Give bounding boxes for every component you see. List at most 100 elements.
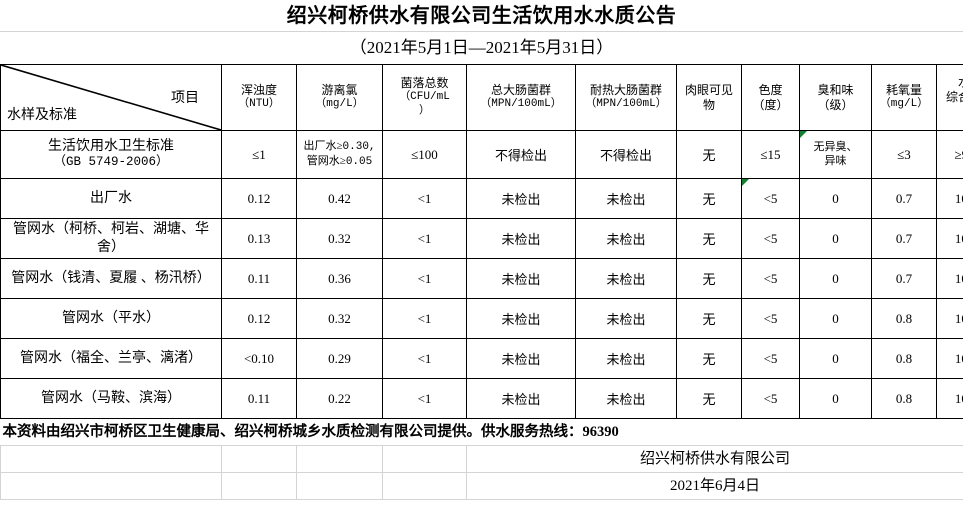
- column-header-name: 浑浊度: [240, 83, 277, 98]
- cell-total-coliform: 未检出: [466, 178, 576, 219]
- cell-turbidity: 0.12: [221, 178, 297, 219]
- column-header-name: 臭和味: [817, 82, 854, 97]
- table-row: 出厂水 0.12 0.42 <1 未检出 未检出 无 <5 0 0.7 100%: [0, 178, 963, 219]
- footer-date-row: 2021年6月4日: [0, 472, 963, 500]
- column-header-unit: （mg/L）: [315, 98, 364, 111]
- cell-overall-pass-rate: 100%: [936, 258, 963, 299]
- table-row: 管网水（平水） 0.12 0.32 <1 未检出 未检出 无 <5 0 0.8 …: [0, 298, 963, 339]
- cell-overall-pass-rate: 100%: [936, 218, 963, 259]
- page-title: 绍兴柯桥供水有限公司生活饮用水水质公告: [0, 0, 963, 32]
- error-flag-icon: [742, 179, 749, 186]
- cell-turbidity: <0.10: [221, 338, 297, 379]
- column-header-unit: 物: [702, 97, 715, 112]
- cell-overall-pass-rate: 100%: [936, 338, 963, 379]
- row-label-sub: （GB 5749-2006）: [53, 155, 169, 170]
- column-header-unit: （MPN/100mL）: [585, 98, 667, 111]
- cell-line-2: 异味: [824, 154, 847, 167]
- column-header-name: 水质: [939, 75, 963, 90]
- cell-free-chlorine: 0.42: [296, 178, 383, 219]
- cell-value: <5: [763, 190, 778, 206]
- cell-oxygen-consumption: 0.7: [871, 178, 937, 219]
- cell-overall-pass-rate: 100%: [936, 178, 963, 219]
- table-row-standard: 生活饮用水卫生标准 （GB 5749-2006） ≤1 出厂水≥0.30, 管网…: [0, 130, 963, 179]
- page-subtitle: （2021年5月1日—2021年5月31日）: [349, 38, 614, 57]
- footer-blank-cell: [0, 445, 222, 473]
- cell-chroma: <5: [741, 338, 800, 379]
- cell-visible-matter: 无: [676, 258, 742, 299]
- error-flag-icon: [800, 131, 807, 138]
- cell-visible-matter: 无: [676, 378, 742, 419]
- row-label: 管网水（福全、兰亭、漓渚）: [0, 338, 222, 379]
- cell-standard-chroma: ≤15: [741, 130, 800, 179]
- column-header-overall-pass-rate: 水质 综合合格 率: [936, 64, 963, 131]
- column-header-thermotolerant-coliform: 耐热大肠菌群 （MPN/100mL）: [575, 64, 677, 131]
- footer-company-name: 绍兴柯桥供水有限公司: [465, 445, 963, 473]
- cell-total-coliform: 未检出: [466, 258, 576, 299]
- column-header-unit: 综合合格: [945, 90, 963, 104]
- column-header-colony-count: 菌落总数 （CFU/mL ）: [382, 64, 467, 131]
- cell-turbidity: 0.11: [221, 378, 297, 419]
- cell-chroma: <5: [741, 378, 800, 419]
- cell-oxygen-consumption: 0.8: [871, 338, 937, 379]
- column-header-odor-taste: 臭和味 （级）: [799, 64, 872, 131]
- column-header-unit: （CFU/mL: [399, 91, 450, 104]
- cell-overall-pass-rate: 100%: [936, 298, 963, 339]
- cell-standard-oxygen-consumption: ≤3: [871, 130, 937, 179]
- cell-odor-taste: 0: [799, 298, 872, 339]
- cell-turbidity: 0.12: [221, 298, 297, 339]
- footer-note: 本资料由绍兴市柯桥区卫生健康局、绍兴柯桥城乡水质检测有限公司提供。供水服务热线：…: [2, 424, 619, 440]
- row-label-standard: 生活饮用水卫生标准 （GB 5749-2006）: [0, 130, 222, 179]
- row-label: 出厂水: [0, 178, 222, 219]
- column-header-name: 耗氧量: [885, 83, 922, 98]
- cell-oxygen-consumption: 0.8: [871, 378, 937, 419]
- cell-total-coliform: 未检出: [466, 218, 576, 259]
- cell-free-chlorine: 0.29: [296, 338, 383, 379]
- column-header-unit-cont: ）: [419, 105, 430, 117]
- table-row: 管网水（福全、兰亭、漓渚） <0.10 0.29 <1 未检出 未检出 无 <5…: [0, 338, 963, 379]
- table-row: 管网水（马鞍、滨海） 0.11 0.22 <1 未检出 未检出 无 <5 0 0…: [0, 378, 963, 419]
- footer-blank-cell: [382, 445, 467, 473]
- cell-standard-total-coliform: 不得检出: [466, 130, 576, 179]
- footer-blank-cell: [296, 445, 383, 473]
- cell-free-chlorine: 0.32: [296, 298, 383, 339]
- row-label: 管网水（马鞍、滨海）: [0, 378, 222, 419]
- column-header-name: 耐热大肠菌群: [589, 83, 662, 98]
- column-header-unit: （度）: [752, 97, 789, 112]
- cell-visible-matter: 无: [676, 178, 742, 219]
- cell-visible-matter: 无: [676, 298, 742, 339]
- footer-date: 2021年6月4日: [465, 472, 963, 500]
- cell-odor-taste: 0: [799, 338, 872, 379]
- footer-blank-cell: [296, 472, 383, 500]
- cell-colony-count: <1: [382, 378, 467, 419]
- column-header-turbidity: 浑浊度 （NTU）: [221, 64, 297, 131]
- cell-oxygen-consumption: 0.7: [871, 218, 937, 259]
- cell-visible-matter: 无: [676, 338, 742, 379]
- cell-standard-colony-count: ≤100: [382, 130, 467, 179]
- column-header-name: 色度: [758, 82, 783, 97]
- cell-thermotolerant-coliform: 未检出: [575, 258, 677, 299]
- cell-thermotolerant-coliform: 未检出: [575, 298, 677, 339]
- cell-line-1: 出厂水≥0.30,: [303, 139, 376, 153]
- footer-blank-cell: [221, 472, 297, 500]
- column-header-free-chlorine: 游离氯 （mg/L）: [296, 64, 383, 131]
- table-row: 管网水（钱清、夏履 、杨汛桥） 0.11 0.36 <1 未检出 未检出 无 <…: [0, 258, 963, 299]
- cell-total-coliform: 未检出: [466, 338, 576, 379]
- cell-chroma: <5: [741, 218, 800, 259]
- title-block: 绍兴柯桥供水有限公司生活饮用水水质公告 （2021年5月1日—2021年5月31…: [0, 0, 963, 64]
- cell-free-chlorine: 0.22: [296, 378, 383, 419]
- cell-colony-count: <1: [382, 218, 467, 259]
- corner-col-axis-label: 项目: [171, 91, 199, 106]
- column-header-name: 肉眼可见: [684, 82, 733, 97]
- row-label: 管网水（平水）: [0, 298, 222, 339]
- row-label-main: 生活饮用水卫生标准: [48, 138, 174, 154]
- cell-overall-pass-rate: 100%: [936, 378, 963, 419]
- cell-total-coliform: 未检出: [466, 298, 576, 339]
- table-row: 管网水（柯桥、柯岩、湖塘、华舍） 0.13 0.32 <1 未检出 未检出 无 …: [0, 218, 963, 259]
- cell-colony-count: <1: [382, 258, 467, 299]
- column-header-unit-cont: 率: [939, 105, 963, 120]
- cell-thermotolerant-coliform: 未检出: [575, 338, 677, 379]
- footer-table: 本资料由绍兴市柯桥区卫生健康局、绍兴柯桥城乡水质检测有限公司提供。供水服务热线：…: [0, 419, 963, 500]
- corner-row-axis-label: 水样及标准: [7, 108, 77, 123]
- cell-standard-overall-pass-rate: ≥95%: [936, 130, 963, 179]
- diagonal-divider-icon: [1, 65, 221, 130]
